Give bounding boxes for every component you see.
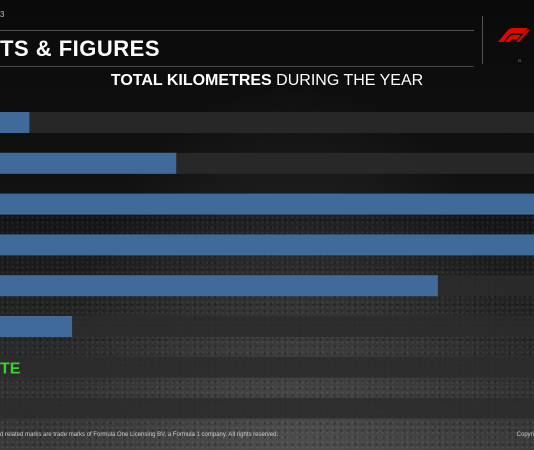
header-divider-bottom — [0, 66, 474, 67]
bar-track — [0, 356, 534, 378]
chart-title-light: DURING THE YEAR — [276, 72, 424, 89]
logo-caption: G — [518, 58, 522, 63]
footer-trademark: d related marks are trade marks of Formu… — [0, 432, 279, 438]
chart-title: TOTAL KILOMETRES DURING THE YEAR — [0, 72, 534, 90]
header-divider — [0, 30, 474, 31]
bar — [0, 275, 438, 297]
bar — [0, 112, 30, 133]
bar — [0, 316, 73, 337]
top-label: 3 — [0, 10, 5, 19]
page-title: TS & FIGURES — [0, 36, 161, 61]
f1-logo-icon — [498, 28, 530, 42]
bar-track — [0, 112, 534, 133]
header-vertical-divider — [482, 16, 483, 64]
chart-title-strong: TOTAL KILOMETRES — [110, 72, 272, 89]
bar-track — [0, 316, 534, 337]
bar — [0, 193, 534, 215]
bar — [0, 234, 534, 256]
bar — [0, 152, 177, 174]
bar-track — [0, 397, 534, 419]
bar-label: TE — [0, 360, 21, 377]
footer-copyright: Copyri — [516, 432, 534, 438]
